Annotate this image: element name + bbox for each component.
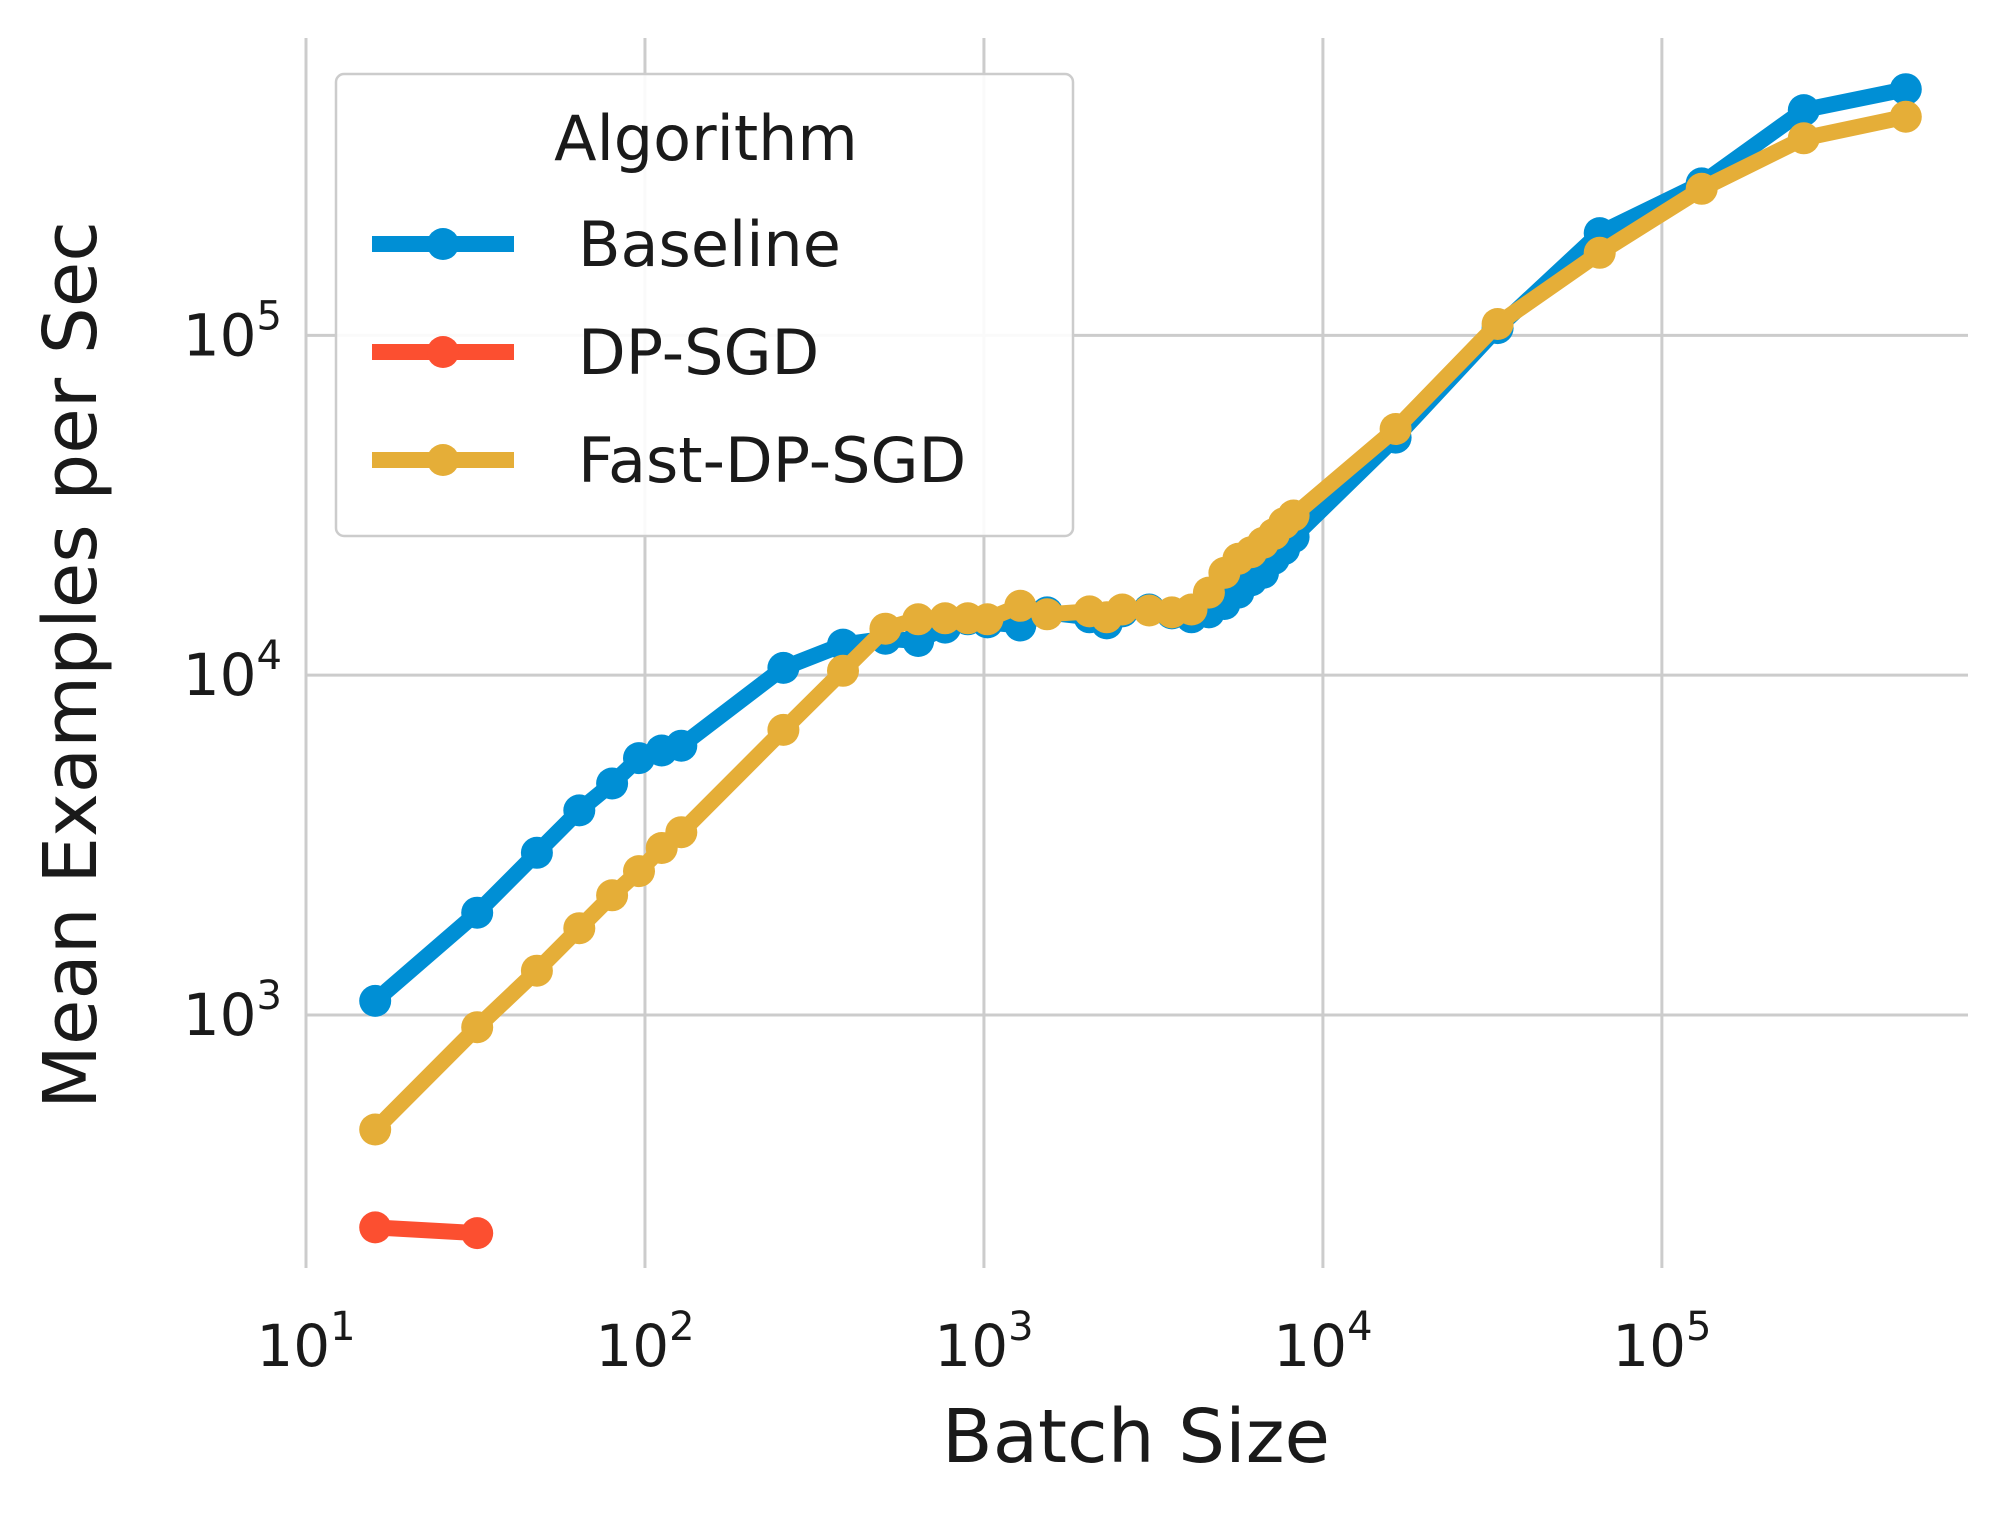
x-tick-base: 10 [1612, 1312, 1686, 1380]
data-point-fast-dp-sgd [1787, 122, 1820, 155]
x-tick-label: 101 [256, 1304, 355, 1380]
y-axis-title: Mean Examples per Sec [28, 221, 114, 1109]
y-tick-base: 10 [183, 981, 257, 1049]
data-point-fast-dp-sgd [520, 954, 553, 987]
data-point-fast-dp-sgd [1379, 413, 1412, 445]
y-tick-base: 10 [183, 641, 257, 709]
legend-marker-swatch [427, 444, 459, 476]
data-point-fast-dp-sgd [563, 912, 596, 945]
y-tick-exponent: 5 [257, 293, 282, 339]
x-tick-label: 105 [1612, 1304, 1711, 1380]
data-point-fast-dp-sgd [665, 816, 698, 849]
x-tick-exponent: 1 [330, 1304, 355, 1350]
data-point-fast-dp-sgd [1106, 593, 1139, 626]
plot-area [359, 73, 1922, 1250]
data-point-baseline [1787, 94, 1820, 127]
y-tick-exponent: 4 [257, 633, 282, 679]
data-point-fast-dp-sgd [1481, 308, 1514, 340]
data-point-fast-dp-sgd [461, 1011, 494, 1044]
data-point-fast-dp-sgd [869, 612, 902, 645]
y-tick-base: 10 [183, 301, 257, 369]
data-point-dp-sgd [461, 1217, 494, 1250]
data-point-fast-dp-sgd [971, 603, 1004, 636]
x-tick-exponent: 5 [1686, 1304, 1711, 1350]
data-point-fast-dp-sgd [623, 855, 655, 888]
data-point-baseline [1889, 73, 1922, 106]
x-axis-ticks: 101 102 103 104 105 [256, 1304, 1711, 1380]
series-dp-sgd [359, 1211, 494, 1250]
data-point-fast-dp-sgd [902, 603, 935, 636]
data-point-baseline [767, 651, 800, 684]
x-tick-base: 10 [595, 1312, 669, 1380]
data-point-fast-dp-sgd [1685, 172, 1718, 205]
x-tick-exponent: 3 [1008, 1304, 1033, 1350]
data-point-baseline [520, 836, 553, 869]
data-point-fast-dp-sgd [1583, 236, 1616, 269]
data-point-fast-dp-sgd [596, 879, 629, 912]
x-tick-label: 103 [934, 1304, 1033, 1380]
legend-marker-swatch [427, 228, 459, 260]
y-tick-label: 104 [183, 633, 282, 709]
data-point-fast-dp-sgd [1277, 499, 1310, 532]
legend-entry: DP-SGD [372, 316, 819, 389]
legend-label: Fast-DP-SGD [578, 424, 966, 497]
x-tick-exponent: 4 [1347, 1304, 1372, 1350]
data-point-fast-dp-sgd [1889, 100, 1922, 133]
data-point-baseline [596, 767, 629, 800]
data-point-baseline [563, 794, 596, 827]
data-point-baseline [359, 984, 392, 1017]
data-point-baseline [665, 729, 698, 762]
data-point-dp-sgd [359, 1211, 392, 1244]
data-point-fast-dp-sgd [1031, 598, 1064, 631]
y-tick-exponent: 3 [257, 973, 282, 1019]
data-point-fast-dp-sgd [929, 602, 962, 635]
x-tick-exponent: 2 [669, 1304, 694, 1350]
legend-label: DP-SGD [578, 316, 819, 389]
x-tick-base: 10 [934, 1312, 1008, 1380]
legend-box [334, 72, 1075, 538]
x-tick-base: 10 [1273, 1312, 1347, 1380]
x-axis-title: Batch Size [942, 1394, 1330, 1480]
data-point-baseline [461, 896, 494, 929]
y-tick-label: 105 [183, 293, 282, 369]
x-tick-base: 10 [256, 1312, 330, 1380]
legend-label: Baseline [578, 208, 841, 281]
legend-entry: Baseline [372, 208, 841, 281]
legend-title: Algorithm [554, 102, 858, 175]
series-line-dp-sgd [367, 1219, 486, 1242]
series-fast-dp-sgd [359, 100, 1922, 1146]
legend-marker-swatch [427, 336, 459, 368]
data-point-fast-dp-sgd [1004, 589, 1037, 622]
legend-entry: Fast-DP-SGD [372, 424, 966, 497]
data-point-fast-dp-sgd [827, 654, 859, 687]
x-tick-label: 104 [1273, 1304, 1372, 1380]
legend-entries: Baseline DP-SGD Fast-DP-SGD [372, 208, 966, 497]
data-point-fast-dp-sgd [359, 1113, 392, 1146]
legend: Algorithm Baseline DP-SGD Fast-DP-SGD [334, 72, 1075, 538]
x-tick-label: 102 [595, 1304, 694, 1380]
data-point-fast-dp-sgd [767, 713, 800, 746]
y-tick-label: 103 [183, 973, 282, 1049]
